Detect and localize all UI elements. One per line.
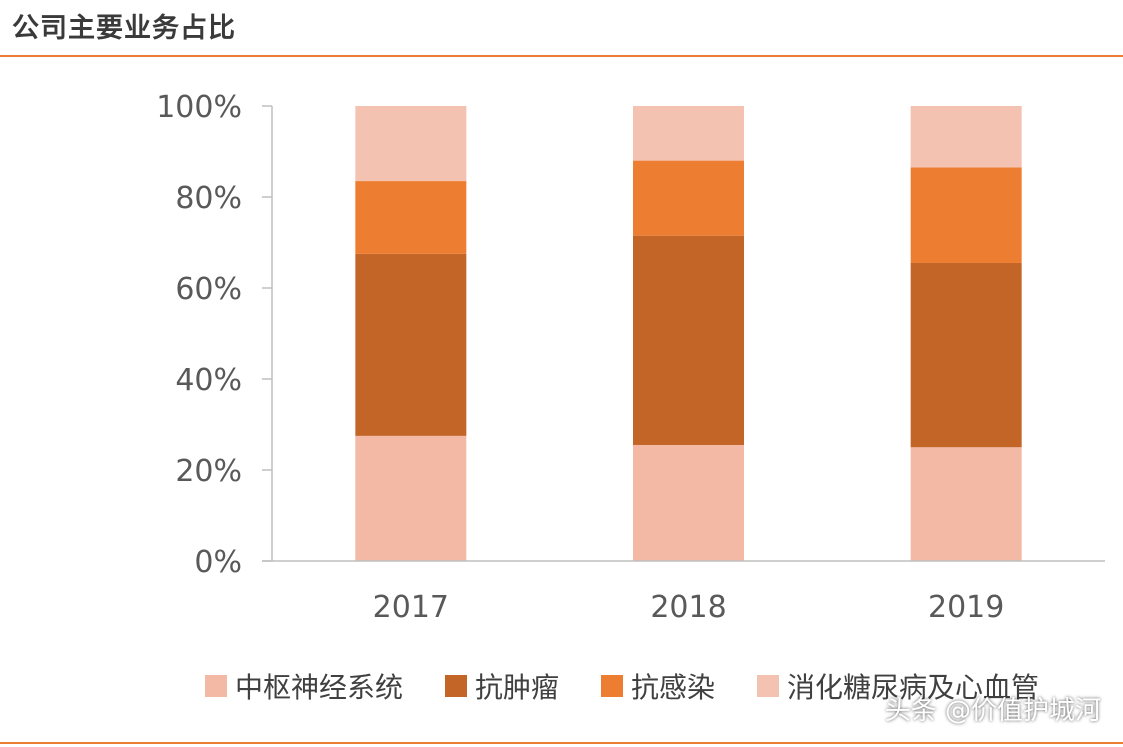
bar-segment	[355, 435, 467, 561]
legend-item-antitumor: 抗肿瘤	[445, 666, 559, 706]
y-tick-label: 80%	[175, 181, 242, 216]
bar-segment	[633, 235, 744, 445]
bar-segment	[910, 447, 1022, 561]
bar-segment	[355, 106, 467, 182]
y-tick-label: 40%	[175, 363, 242, 398]
legend-label-antitumor: 抗肿瘤	[475, 671, 560, 704]
x-tick-label: 2018	[650, 590, 726, 625]
x-tick-label: 2017	[373, 590, 449, 625]
bar-segment	[355, 181, 467, 254]
y-tick-label: 0%	[194, 545, 242, 580]
bar-segment	[910, 167, 1022, 263]
stacked-bar-chart: 0% 20% 40% 60% 80% 100% 2017 2018 2019	[156, 90, 1105, 625]
legend-item-antiinfective: 抗感染	[601, 666, 715, 706]
chart-title: 公司主要业务占比	[12, 13, 236, 44]
bar-segment	[355, 253, 467, 436]
legend-item-digestive-cardio: 消化糖尿病及心血管	[757, 666, 1039, 706]
bar-segment	[910, 262, 1022, 448]
legend-label-cns: 中枢神经系统	[235, 671, 404, 704]
watermark-text: 头条 @价值护城河	[884, 696, 1101, 726]
legend-swatch-cns	[205, 675, 227, 697]
bar-segment	[633, 444, 744, 561]
legend-swatch-antiinfective	[601, 675, 624, 697]
bottom-divider	[0, 742, 1123, 744]
legend-label-antiinfective: 抗感染	[631, 671, 716, 704]
legend-label-digestive-cardio: 消化糖尿病及心血管	[787, 671, 1040, 704]
bar-segment	[910, 106, 1022, 168]
x-tick-label: 2019	[928, 590, 1004, 625]
legend-swatch-antitumor	[445, 675, 468, 697]
legend-item-cns: 中枢神经系统	[205, 666, 403, 706]
legend-swatch-digestive-cardio	[757, 675, 780, 697]
chart-legend: 中枢神经系统 抗肿瘤 抗感染 消化糖尿病及心血管	[205, 666, 1081, 706]
y-tick-label: 20%	[175, 454, 242, 489]
y-tick-label: 100%	[156, 90, 242, 125]
top-divider	[0, 55, 1123, 57]
bar-segment	[633, 160, 744, 236]
y-tick-label: 60%	[175, 272, 242, 307]
bar-segment	[633, 106, 744, 161]
